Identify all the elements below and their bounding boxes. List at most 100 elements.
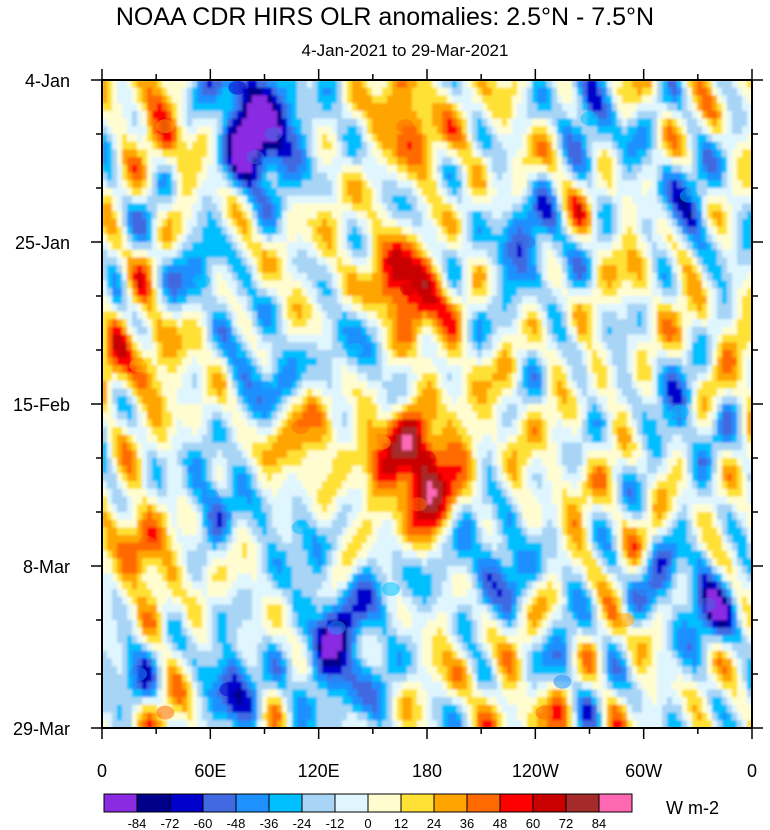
heatmap-cell — [327, 226, 333, 235]
heatmap-cell — [692, 257, 698, 266]
heatmap-cell — [232, 172, 238, 181]
heatmap-cell — [527, 257, 533, 266]
heatmap-cell — [152, 272, 158, 282]
heatmap-cell — [607, 95, 613, 104]
heatmap-cell — [317, 195, 323, 205]
heatmap-cell — [597, 134, 603, 143]
heatmap-cell — [377, 195, 383, 205]
heatmap-cell — [632, 118, 638, 127]
heatmap-cell — [192, 103, 198, 112]
heatmap-cell — [637, 257, 643, 266]
heatmap-cell — [652, 195, 658, 205]
heatmap-cell — [172, 203, 178, 212]
heatmap-cell — [577, 157, 583, 166]
heatmap-cell — [537, 319, 543, 328]
heatmap-cell — [477, 288, 483, 297]
heatmap-cell — [727, 80, 733, 89]
heatmap-cell — [417, 326, 423, 336]
heatmap-cell — [322, 326, 328, 336]
heatmap-cell — [512, 303, 518, 313]
heatmap-cell — [167, 280, 173, 289]
heatmap-cell — [667, 218, 673, 228]
heatmap-cell — [292, 180, 298, 189]
heatmap-cell — [502, 234, 508, 243]
heatmap-cell — [342, 242, 348, 251]
heatmap-cell — [147, 172, 153, 181]
heatmap-cell — [417, 257, 423, 266]
heatmap-cell — [727, 319, 733, 328]
heatmap-cell — [732, 95, 738, 104]
heatmap-cell — [687, 211, 693, 220]
heatmap-cell — [102, 350, 108, 359]
heatmap-cell — [672, 211, 678, 220]
heatmap-cell — [222, 326, 228, 336]
heatmap-cell — [322, 118, 328, 127]
heatmap-cell — [292, 249, 298, 259]
heatmap-cell — [112, 334, 118, 343]
heatmap-cell — [632, 172, 638, 181]
heatmap-cell — [517, 149, 523, 158]
heatmap-cell — [117, 280, 123, 289]
heatmap-cell — [747, 180, 752, 189]
heatmap-cell — [237, 134, 243, 143]
heatmap-cell — [327, 80, 333, 89]
heatmap-cell — [337, 296, 343, 305]
heatmap-cell — [357, 95, 363, 104]
heatmap-cell — [617, 157, 623, 166]
heatmap-cell — [687, 257, 693, 266]
heatmap-cell — [507, 172, 513, 181]
heatmap-cell — [212, 149, 218, 158]
heatmap-cell — [537, 365, 543, 374]
heatmap-cell — [197, 218, 203, 228]
heatmap-cell — [342, 249, 348, 259]
heatmap-cell — [192, 110, 198, 120]
heatmap-cell — [597, 257, 603, 266]
heatmap-cell — [607, 326, 613, 336]
heatmap-cell — [737, 265, 743, 274]
heatmap-cell — [137, 334, 143, 343]
heatmap-cell — [502, 265, 508, 274]
heatmap-cell — [142, 110, 148, 120]
heatmap-cell — [347, 365, 353, 374]
heatmap-cell — [367, 172, 373, 181]
heatmap-cell — [492, 195, 498, 205]
heatmap-cell — [562, 342, 568, 351]
heatmap-cell — [187, 303, 193, 313]
heatmap-cell — [347, 234, 353, 243]
heatmap-cell — [172, 80, 178, 89]
heatmap-cell — [662, 249, 668, 259]
heatmap-cell — [482, 326, 488, 336]
heatmap-cell — [187, 203, 193, 212]
heatmap-cell — [497, 141, 503, 151]
heatmap-cell — [732, 141, 738, 151]
heatmap-cell — [702, 296, 708, 305]
heatmap-cell — [687, 164, 693, 174]
heatmap-cell — [152, 188, 158, 197]
heatmap-cell — [277, 188, 283, 197]
heatmap-cell — [542, 218, 548, 228]
heatmap-cell — [587, 141, 593, 151]
heatmap-cell — [162, 311, 168, 320]
heatmap-cell — [137, 265, 143, 274]
heatmap-cell — [137, 373, 143, 382]
heatmap-cell — [327, 234, 333, 243]
heatmap-cell — [287, 211, 293, 220]
heatmap-cell — [187, 180, 193, 189]
heatmap-cell — [377, 188, 383, 197]
heatmap-cell — [357, 103, 363, 112]
heatmap-cell — [247, 280, 253, 289]
heatmap-cell — [467, 134, 473, 143]
heatmap-cell — [507, 280, 513, 289]
heatmap-cell — [747, 280, 752, 289]
heatmap-cell — [272, 95, 278, 104]
heatmap-cell — [297, 195, 303, 205]
heatmap-cell — [737, 87, 743, 97]
heatmap-cell — [297, 319, 303, 328]
heatmap-cell — [432, 141, 438, 151]
heatmap-cell — [547, 311, 553, 320]
heatmap-cell — [162, 157, 168, 166]
heatmap-cell — [677, 164, 683, 174]
heatmap-cell — [707, 80, 713, 89]
heatmap-cell — [607, 118, 613, 127]
heatmap-cell — [597, 195, 603, 205]
